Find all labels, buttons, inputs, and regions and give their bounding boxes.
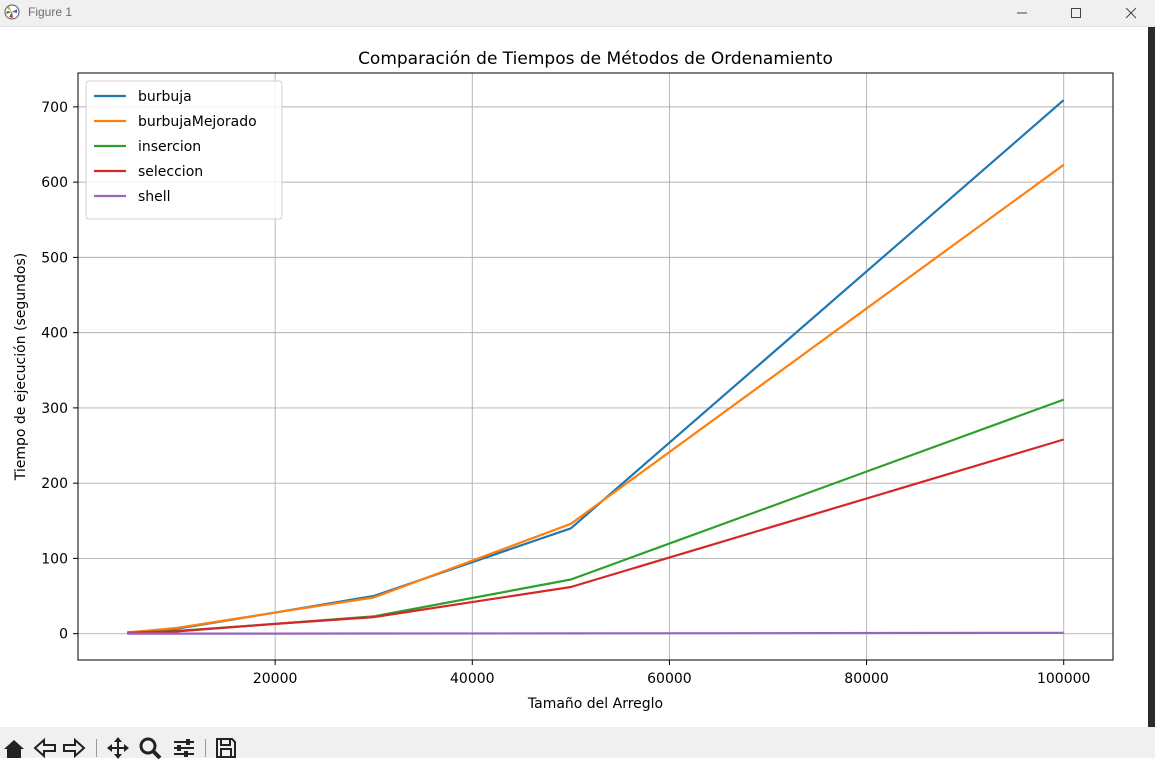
legend-label-seleccion: seleccion [138, 164, 203, 180]
x-tick-label: 100000 [1037, 671, 1090, 687]
plot-frame [77, 72, 1114, 661]
save-icon[interactable] [214, 736, 238, 760]
home-icon[interactable] [2, 736, 26, 760]
figure-canvas: 20000 40000 60000 80000 100000 0 100 200 300 400 5… [0, 27, 1148, 727]
y-tick-label: 200 [41, 476, 68, 492]
y-tick-label: 100 [41, 551, 68, 567]
y-tick-label: 700 [41, 100, 68, 116]
y-tick-label: 400 [41, 326, 68, 342]
close-button[interactable] [1108, 0, 1154, 26]
y-tick-label: 300 [41, 401, 68, 417]
close-icon [1125, 7, 1137, 19]
window-edge [1148, 27, 1155, 727]
legend-label-shell: shell [138, 189, 171, 205]
zoom-icon[interactable] [138, 736, 162, 760]
pan-icon[interactable] [106, 736, 130, 760]
forward-icon[interactable] [62, 736, 86, 760]
navigation-toolbar [0, 727, 1155, 760]
configure-subplots-icon[interactable] [172, 736, 196, 760]
chart-title: Comparación de Tiempos de Métodos de Ord… [358, 49, 833, 69]
y-axis-label: Tiempo de ejecución (segundos) [13, 253, 29, 482]
series-line-seleccion [127, 438, 1065, 634]
legend-label-burbujaMejorado: burbujaMejorado [138, 114, 257, 130]
x-tick-label: 20000 [253, 671, 298, 687]
x-tick-label: 60000 [647, 671, 692, 687]
x-tick-label: 40000 [450, 671, 495, 687]
legend-label-insercion: insercion [138, 139, 201, 155]
back-icon[interactable] [33, 736, 57, 760]
legend-label-burbuja: burbuja [138, 89, 192, 105]
maximize-icon [1071, 8, 1081, 18]
window-titlebar: Figure 1 [0, 0, 1155, 27]
line-chart: 20000 40000 60000 80000 100000 0 100 200 300 400 5… [0, 27, 1148, 727]
y-tick-label: 0 [59, 627, 68, 643]
maximize-button[interactable] [1053, 0, 1099, 26]
toolbar-separator [205, 739, 206, 757]
minimize-icon [1017, 12, 1027, 14]
x-tick-label: 80000 [844, 671, 889, 687]
window-title: Figure 1 [28, 5, 73, 19]
minimize-button[interactable] [999, 0, 1045, 26]
x-axis-label: Tamaño del Arreglo [527, 696, 663, 712]
legend: burbuja burbujaMejorado insercion seleccion… [85, 80, 283, 220]
y-tick-label: 500 [41, 250, 68, 266]
legend-box [85, 80, 283, 220]
y-tick-label: 600 [41, 175, 68, 191]
toolbar-separator [96, 739, 97, 757]
matplotlib-icon [4, 4, 20, 20]
series-line-shell [127, 631, 1064, 635]
series-line-burbujaMejorado [127, 163, 1065, 634]
